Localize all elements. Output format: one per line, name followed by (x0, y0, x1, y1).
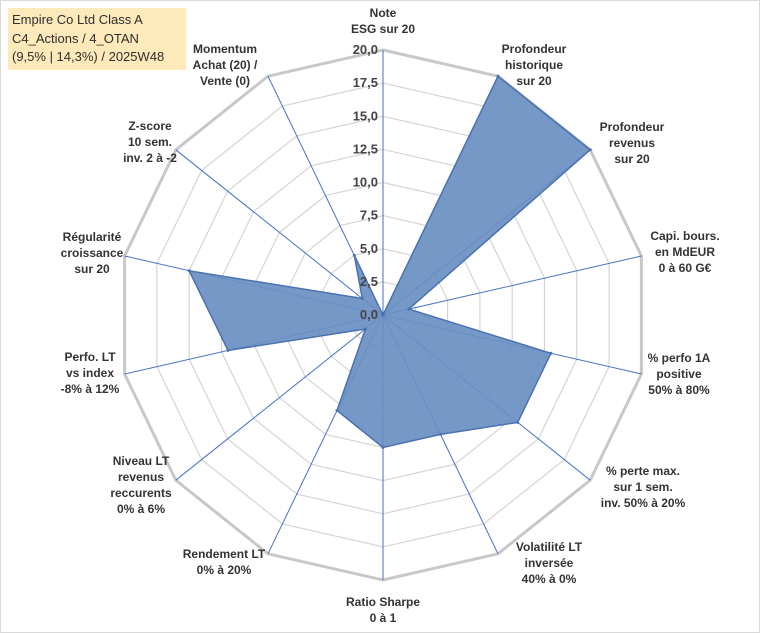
data-point-9 (363, 327, 367, 331)
data-point-3 (407, 307, 411, 311)
category-label-2: Profondeur revenus sur 20 (600, 120, 665, 166)
data-point-2 (588, 148, 592, 152)
data-point-11 (187, 269, 191, 273)
category-label-0: Note ESG sur 20 (351, 6, 415, 36)
tick-label-5: 12,5 (353, 141, 378, 156)
data-point-4 (549, 351, 553, 355)
tick-label-8: 20,0 (353, 42, 378, 57)
data-point-6 (439, 432, 442, 436)
category-label-1: Profondeur historique sur 20 (502, 42, 567, 88)
category-label-6: Volatilité LT inversée 40% à 0% (516, 540, 583, 586)
axis-spoke-9 (175, 314, 384, 481)
category-label-13: Momentum Achat (20) / Vente (0) (193, 42, 258, 88)
axis-spoke-12 (175, 149, 384, 316)
category-label-9: Niveau LT revenus reccurents 0% à 6% (110, 454, 172, 516)
category-label-8: Rendement LT 0% à 20% (183, 547, 266, 577)
tick-label-3: 7,5 (360, 208, 378, 223)
axis-spoke-3 (382, 255, 642, 316)
tick-label-1: 2,5 (360, 274, 378, 289)
data-point-8 (335, 409, 339, 412)
chart-title-line-1: Empire Co Ltd Class A (12, 12, 143, 27)
chart-title-line-3: (9,5% | 14,3%) / 2025W48 (12, 49, 165, 64)
tick-label-4: 10,0 (353, 175, 378, 190)
data-point-12 (360, 297, 364, 300)
data-point-1 (496, 74, 500, 78)
chart-title: Empire Co Ltd Class A C4_Actions / 4_OTA… (8, 8, 186, 70)
category-label-10: Perfo. LT vs index -8% à 12% (61, 350, 120, 396)
data-point-7 (381, 446, 385, 449)
category-label-11: Régularité croissance sur 20 (61, 230, 124, 276)
tick-label-0: 0,0 (360, 307, 378, 322)
category-label-5: % perte max. sur 1 sem. inv. 50% à 20% (601, 464, 686, 510)
tick-label-6: 15,0 (353, 108, 378, 123)
category-label-3: Capi. bours. en MdEUR 0 à 60 G€ (650, 229, 719, 275)
tick-label-7: 17,5 (353, 75, 378, 90)
data-point-0 (381, 313, 385, 317)
data-point-10 (226, 348, 230, 352)
data-point-5 (516, 420, 520, 424)
tick-label-2: 5,0 (360, 241, 378, 256)
chart-title-line-2: C4_Actions / 4_OTAN (12, 30, 139, 46)
category-label-12: Z-score 10 sem. inv. 2 à -2 (123, 119, 177, 165)
category-label-4: % perfo 1A positive 50% à 80% (648, 351, 711, 397)
data-point-13 (352, 253, 356, 257)
category-label-7: Ratio Sharpe 0 à 1 (346, 595, 420, 625)
